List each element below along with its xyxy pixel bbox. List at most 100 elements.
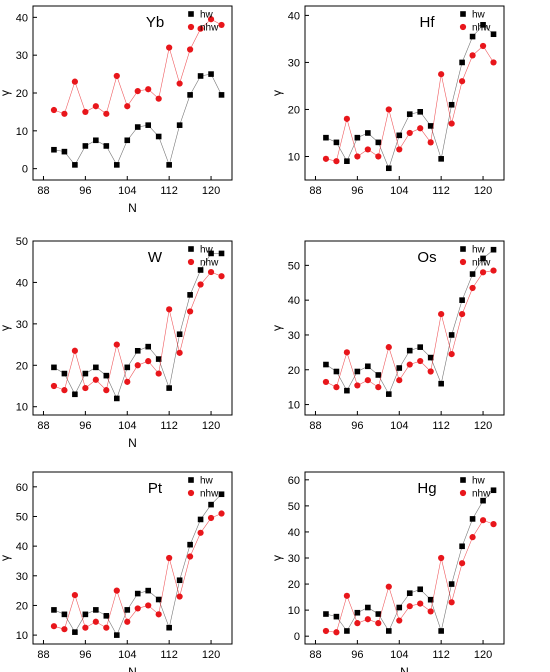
data-point-hw: [469, 271, 476, 277]
data-point-nhw: [406, 603, 413, 610]
y-tick-label: 30: [16, 571, 28, 583]
y-tick-label: 0: [294, 631, 300, 643]
data-point-nhw: [396, 377, 403, 384]
data-point-nhw: [479, 517, 487, 524]
legend: hw nhw: [187, 476, 219, 500]
data-point-nhw: [71, 347, 78, 354]
data-point-nhw: [61, 110, 68, 117]
legend-marker-hw: [188, 477, 194, 483]
y-tick-label: 50: [16, 511, 28, 523]
data-point-hw: [82, 143, 89, 149]
data-point-nhw: [176, 349, 183, 356]
data-point-hw: [490, 31, 497, 38]
data-point-nhw: [406, 361, 413, 368]
data-point-hw: [187, 292, 193, 298]
y-tick-label: 30: [288, 57, 300, 69]
data-point-hw: [72, 391, 78, 398]
data-point-nhw: [124, 378, 131, 385]
data-point-hw: [113, 632, 120, 638]
data-point-nhw: [187, 46, 194, 53]
data-point-hw: [385, 165, 392, 172]
data-point-nhw: [333, 384, 340, 391]
data-point-hw: [103, 372, 110, 379]
x-axis-title: N: [128, 436, 137, 450]
data-point-hw: [365, 363, 371, 370]
y-axis-title: γ: [0, 555, 12, 561]
data-point-nhw: [113, 72, 120, 80]
y-axis-title: γ: [270, 90, 284, 96]
data-point-hw: [323, 361, 329, 368]
data-point-nhw: [375, 384, 382, 391]
x-tick-label: 96: [79, 185, 91, 197]
series-line-nhw: [325, 45, 494, 162]
y-tick-label: 60: [16, 482, 28, 494]
data-point-nhw: [322, 155, 330, 162]
data-point-hw: [51, 364, 57, 371]
chart-panel-hf: 88 96 104 112 120 10 20 30 40 Hf γ hw nhw: [270, 5, 505, 197]
data-point-hw: [93, 137, 99, 144]
data-point-hw: [459, 59, 465, 66]
data-point-nhw: [364, 146, 371, 153]
data-point-nhw: [113, 341, 120, 348]
data-point-nhw: [417, 357, 424, 365]
data-point-nhw: [354, 620, 361, 627]
legend-label-hw: hw: [200, 245, 214, 256]
x-tick-label: 104: [118, 420, 136, 432]
data-point-hw: [218, 92, 225, 98]
data-point-hw: [480, 255, 486, 262]
chart-panel-os: 88 96 104 112 120 10 20 30 40 50 Os γ hw nhw: [270, 240, 505, 432]
data-point-nhw: [197, 25, 204, 32]
data-point-hw: [323, 611, 329, 617]
data-point-nhw: [187, 308, 194, 315]
data-point-hw: [448, 101, 455, 108]
legend-marker-nhw: [187, 258, 195, 266]
data-point-nhw: [448, 599, 455, 606]
data-point-hw: [365, 130, 371, 136]
data-point-nhw: [385, 583, 392, 590]
data-point-nhw: [61, 387, 68, 394]
x-tick-label: 120: [474, 420, 492, 432]
data-point-hw: [438, 380, 444, 387]
data-point-nhw: [176, 80, 183, 87]
data-point-nhw: [124, 103, 131, 110]
x-tick-label: 88: [37, 420, 49, 432]
panel-title: Yb: [146, 14, 164, 31]
data-point-nhw: [354, 382, 361, 389]
data-point-hw: [124, 137, 131, 144]
data-point-nhw: [61, 626, 68, 633]
data-point-hw: [187, 541, 193, 548]
data-point-hw: [82, 611, 89, 618]
data-point-hw: [354, 134, 361, 141]
y-tick-label: 50: [288, 501, 300, 513]
data-point-nhw: [155, 95, 162, 102]
data-point-nhw: [207, 514, 215, 522]
chart-panel-hg: 88 96 104 112 120 0 10 20 30 40 50 60 Hg Nγ hw nhw: [270, 471, 505, 672]
legend: hw nhw: [187, 10, 219, 34]
data-point-hw: [344, 387, 350, 394]
data-point-nhw: [155, 611, 162, 618]
legend-label-nhw: nhw: [200, 23, 219, 34]
data-point-hw: [51, 607, 57, 613]
data-point-nhw: [479, 42, 487, 50]
legend-marker-hw: [188, 246, 194, 252]
x-tick-label: 112: [432, 185, 450, 197]
x-tick-label: 120: [202, 649, 220, 661]
data-point-hw: [145, 122, 152, 128]
data-point-nhw: [417, 125, 424, 132]
data-point-nhw: [438, 310, 445, 318]
legend: hw nhw: [459, 245, 491, 269]
data-point-hw: [354, 609, 361, 616]
legend-marker-nhw: [459, 489, 467, 497]
legend: hw nhw: [459, 476, 491, 500]
data-point-nhw: [469, 534, 476, 541]
data-point-hw: [103, 613, 110, 619]
data-point-nhw: [113, 587, 120, 594]
data-point-nhw: [155, 370, 162, 377]
data-point-hw: [427, 354, 434, 361]
legend-marker-nhw: [459, 258, 467, 266]
y-tick-label: 30: [288, 553, 300, 565]
data-point-nhw: [218, 273, 225, 280]
data-point-nhw: [103, 624, 110, 631]
y-axis-title: γ: [270, 555, 284, 561]
x-tick-label: 120: [474, 185, 492, 197]
